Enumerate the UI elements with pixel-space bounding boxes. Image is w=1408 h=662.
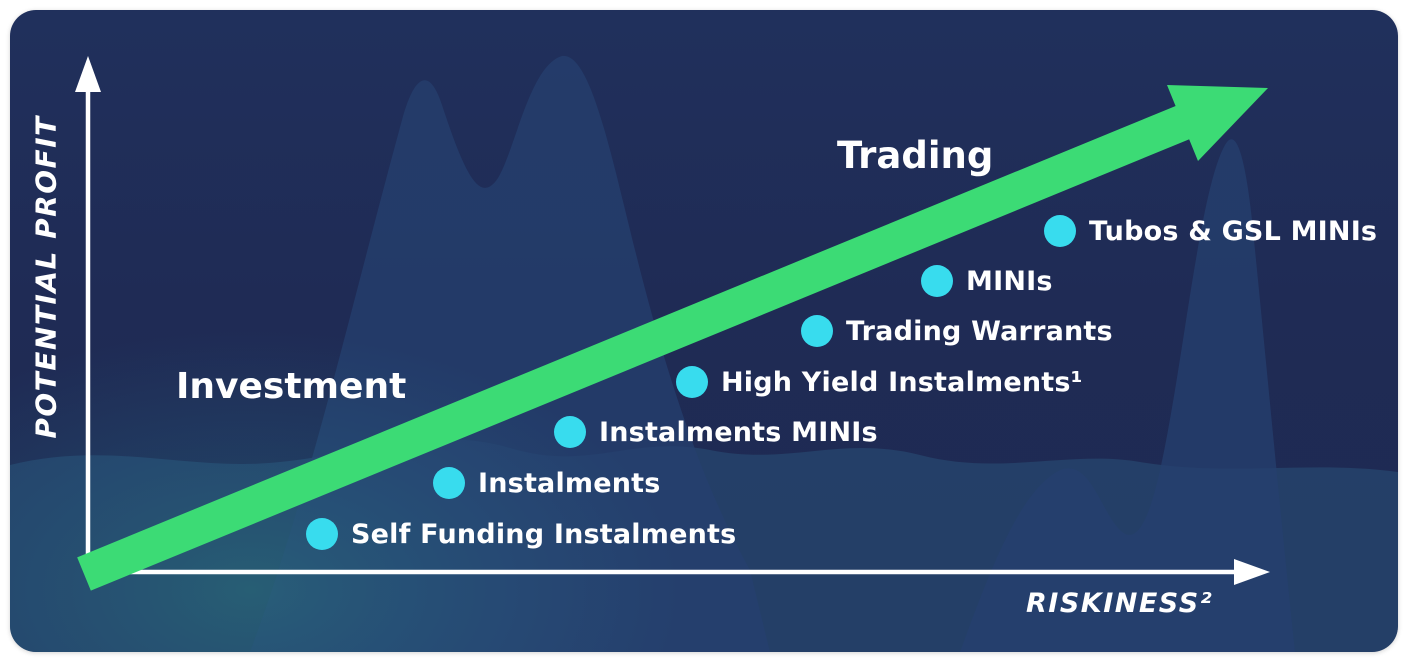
zone-label-investment: Investment [176,366,407,407]
product-dot-icon [801,315,833,347]
product-item-trading-warrants: Trading Warrants [801,315,1113,347]
y-axis-arrowhead-icon [75,56,101,92]
product-dot-icon [921,265,953,297]
risk-return-chart-card: POTENTIAL PROFIT RISKINESS² Investment T… [10,10,1398,652]
wave-mountains-right [960,139,1295,652]
product-item-tubos-gsl-minis: Tubos & GSL MINIs [1044,215,1377,247]
product-dot-icon [433,467,465,499]
product-item-instalments-minis: Instalments MINIs [554,416,878,448]
x-axis-arrowhead-icon [1234,559,1270,585]
product-label: High Yield Instalments¹ [721,366,1083,398]
product-label: Trading Warrants [846,315,1113,347]
axes-and-arrow [75,56,1270,591]
product-label: Instalments MINIs [599,416,878,448]
product-label: Self Funding Instalments [351,518,737,550]
trend-arrowhead-icon [1167,85,1268,161]
product-dot-icon [676,366,708,398]
product-label: Tubos & GSL MINIs [1089,215,1378,247]
zone-label-trading: Trading [837,134,994,177]
product-label: Instalments [478,467,661,499]
product-dot-icon [1044,215,1076,247]
product-label: MINIs [966,265,1053,297]
x-axis-label: RISKINESS² [1026,588,1214,619]
product-dot-icon [306,518,338,550]
trend-arrow-shaft [77,105,1191,591]
y-axis-label: POTENTIAL PROFIT [29,115,63,439]
product-item-high-yield-instalments: High Yield Instalments¹ [676,366,1083,398]
product-dot-icon [554,416,586,448]
product-item-self-funding-instalments: Self Funding Instalments [306,518,736,550]
product-item-minis: MINIs [921,265,1053,297]
product-item-instalments: Instalments [433,467,661,499]
